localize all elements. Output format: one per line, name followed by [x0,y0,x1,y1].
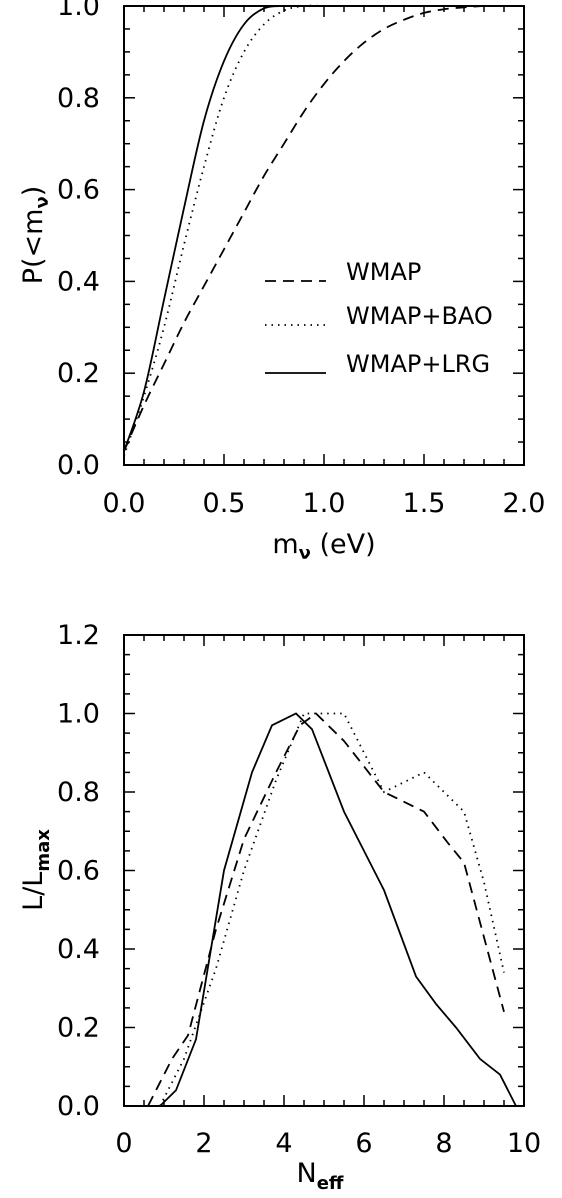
y-tick-label: 0.2 [57,358,100,389]
x-tick-label: 0 [115,1128,132,1159]
y-tick-label: 0.6 [57,175,100,206]
x-tick-label: 1.5 [403,488,446,519]
neff-chart-series [147,712,517,1107]
legend-label-wmap: WMAP [346,258,421,286]
y-tick-label: 0.8 [57,83,100,114]
y-tick-label: 1.0 [57,0,100,22]
x-tick-label: 2.0 [503,488,546,519]
y-tick-label: 0.4 [57,266,100,297]
series-line-wmap-lrg [148,712,517,1107]
x-tick-label: 0.0 [103,488,146,519]
legend-label-wmap-bao: WMAP+BAO [346,302,493,330]
legend-item-wmap-bao: WMAP+BAO [265,302,493,330]
mass-chart-frame [123,5,525,466]
mass-chart-legend: WMAP WMAP+BAO WMAP+LRG [265,258,493,378]
y-tick-label: 0.0 [57,450,100,481]
series-line-wmap [123,4,524,452]
neff-chart-frame [123,634,525,1107]
y-tick-label: 0.4 [57,934,100,965]
mass-chart-y-axis-label: P(<mν) [18,186,53,285]
series-line-wmap-bao [123,4,524,457]
y-tick-label: 0.8 [57,777,100,808]
neff-chart-tick-labels: 0 2 4 6 8 10 0.0 0.2 0.4 0.6 0.8 1.0 1.2 [57,620,541,1159]
neff-chart-ticks [123,634,525,1107]
mass-chart-tick-labels: 0.0 0.5 1.0 1.5 2.0 0.0 0.2 0.4 0.6 0.8 1.0 [57,0,545,519]
legend-item-wmap: WMAP [265,258,421,286]
neff-chart-x-axis-label: Neff [297,1158,344,1194]
series-line-wmap-bao [159,712,505,1107]
mass-chart-x-axis-label: mν (eV) [272,529,375,564]
neff-chart-y-axis-label: L/Lmax [18,829,54,911]
x-tick-label: 1.0 [303,488,346,519]
y-tick-label: 1.2 [57,620,100,651]
x-tick-label: 0.5 [203,488,246,519]
x-tick-label: 4 [275,1128,292,1159]
y-tick-label: 0.6 [57,856,100,887]
y-tick-label: 0.2 [57,1013,100,1044]
y-tick-label: 1.0 [57,699,100,730]
legend-item-wmap-lrg: WMAP+LRG [265,350,490,378]
x-tick-label: 8 [435,1128,452,1159]
x-tick-label: 10 [507,1128,541,1159]
legend-label-wmap-lrg: WMAP+LRG [346,350,490,378]
mass-probability-chart: 0.0 0.5 1.0 1.5 2.0 0.0 0.2 0.4 0.6 0.8 1.0 mν (eV… [18,0,545,564]
neff-likelihood-chart: 0 2 4 6 8 10 0.0 0.2 0.4 0.6 0.8 1.0 1.2 Neff L/Lmax [18,620,541,1194]
mass-chart-series [123,4,524,457]
series-line-wmap-lrg [123,5,524,452]
y-tick-label: 0.0 [57,1091,100,1122]
series-line-wmap [147,712,505,1107]
x-tick-label: 6 [355,1128,372,1159]
x-tick-label: 2 [195,1128,212,1159]
mass-chart-ticks [123,5,525,466]
